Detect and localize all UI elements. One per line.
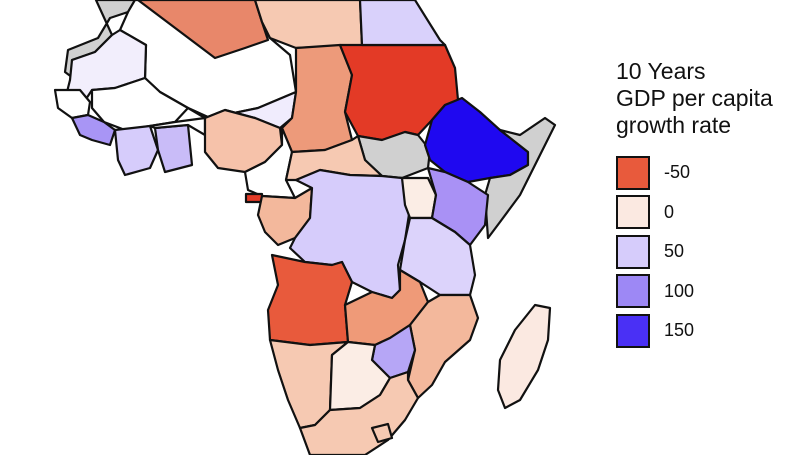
legend-item: -50 bbox=[616, 153, 773, 193]
legend-title-line: 10 Years bbox=[616, 58, 706, 84]
legend-label: 100 bbox=[664, 280, 695, 301]
legend-item: 100 bbox=[616, 272, 773, 312]
region-guinea bbox=[70, 113, 117, 147]
legend-title-line: GDP per capita bbox=[616, 85, 773, 111]
legend-item: 150 bbox=[616, 311, 773, 351]
legend: 10 Years GDP per capita growth rate -50 … bbox=[616, 58, 773, 351]
legend-title-line: growth rate bbox=[616, 112, 732, 138]
legend-item: 0 bbox=[616, 193, 773, 233]
legend-swatch bbox=[616, 195, 650, 230]
region-ivory-coast bbox=[113, 124, 160, 177]
legend-label: 50 bbox=[664, 241, 685, 262]
region-eritrea bbox=[358, 0, 447, 47]
legend-title: 10 Years GDP per capita growth rate bbox=[616, 58, 773, 139]
region-lesotho bbox=[370, 422, 394, 444]
region-senegal bbox=[53, 88, 92, 120]
region-kenya bbox=[426, 166, 490, 247]
legend-swatch bbox=[616, 313, 650, 348]
legend-label: 150 bbox=[664, 320, 695, 341]
region-libya bbox=[136, 0, 270, 60]
region-angola bbox=[266, 253, 354, 347]
legend-label: 0 bbox=[664, 201, 675, 222]
region-madagascar bbox=[496, 303, 552, 410]
region-equatorial-guinea bbox=[244, 192, 264, 204]
legend-swatch bbox=[616, 234, 650, 269]
legend-swatch bbox=[616, 155, 650, 190]
region-somalia bbox=[483, 116, 557, 240]
legend-label: -50 bbox=[664, 162, 691, 183]
legend-items: -50 0 50 100 150 bbox=[616, 153, 773, 351]
legend-item: 50 bbox=[616, 232, 773, 272]
region-uganda bbox=[400, 176, 438, 220]
legend-swatch bbox=[616, 274, 650, 309]
region-mozambique bbox=[406, 293, 480, 400]
region-ghana bbox=[153, 123, 194, 174]
